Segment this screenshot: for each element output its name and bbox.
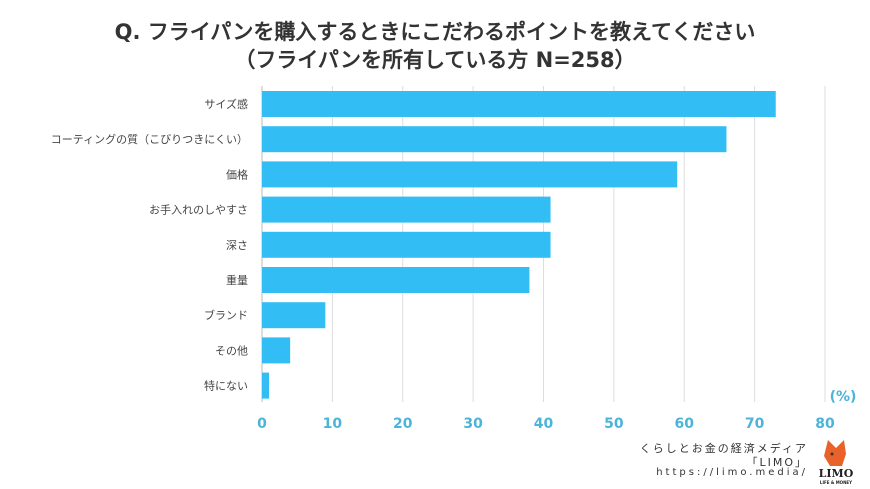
- x-tick-label: 10: [323, 416, 343, 432]
- x-tick-label: 70: [745, 416, 765, 432]
- x-tick-label: 80: [815, 416, 835, 432]
- bar: [262, 337, 291, 364]
- x-tick-label: 40: [534, 416, 554, 432]
- bar: [262, 196, 551, 223]
- category-label: 特にない: [204, 379, 248, 393]
- bar: [262, 372, 270, 399]
- bar: [262, 161, 678, 188]
- svg-text:LIMO: LIMO: [819, 467, 854, 480]
- source-line2: 「LIMO」: [746, 456, 808, 469]
- bar: [262, 91, 776, 117]
- bar: [262, 267, 530, 293]
- x-tick-label: 50: [604, 416, 624, 432]
- category-label: 重量: [226, 273, 248, 287]
- x-axis-unit: (%): [830, 389, 857, 405]
- source-url: https://limo.media/: [656, 467, 808, 478]
- x-tick-label: 20: [393, 416, 413, 432]
- category-label: お手入れのしやすさ: [149, 203, 248, 217]
- x-tick-label: 60: [675, 416, 695, 432]
- bar: [262, 231, 551, 258]
- bar: [262, 126, 727, 153]
- category-label: 深さ: [226, 239, 248, 252]
- source-line1: くらしとお金の経済メディア: [639, 442, 808, 455]
- category-label: その他: [215, 344, 248, 357]
- x-tick-label: 0: [257, 416, 267, 432]
- category-label: 価格: [226, 167, 248, 181]
- bar: [262, 302, 326, 329]
- chart-subtitle: （フライパンを所有している方 N=258）: [234, 48, 636, 72]
- category-label: サイズ感: [204, 97, 248, 111]
- horse-icon: LIMO LIFE & MONEY: [819, 440, 854, 485]
- chart-title: Q. フライパンを購入するときにこだわるポイントを教えてください: [114, 20, 756, 44]
- limo-logo: LIMO LIFE & MONEY: [814, 436, 858, 486]
- x-tick-label: 30: [463, 416, 483, 432]
- svg-text:LIFE & MONEY: LIFE & MONEY: [820, 480, 852, 485]
- category-label: ブランド: [204, 308, 248, 322]
- category-label: コーティングの質（こびりつきにくい）: [51, 132, 248, 146]
